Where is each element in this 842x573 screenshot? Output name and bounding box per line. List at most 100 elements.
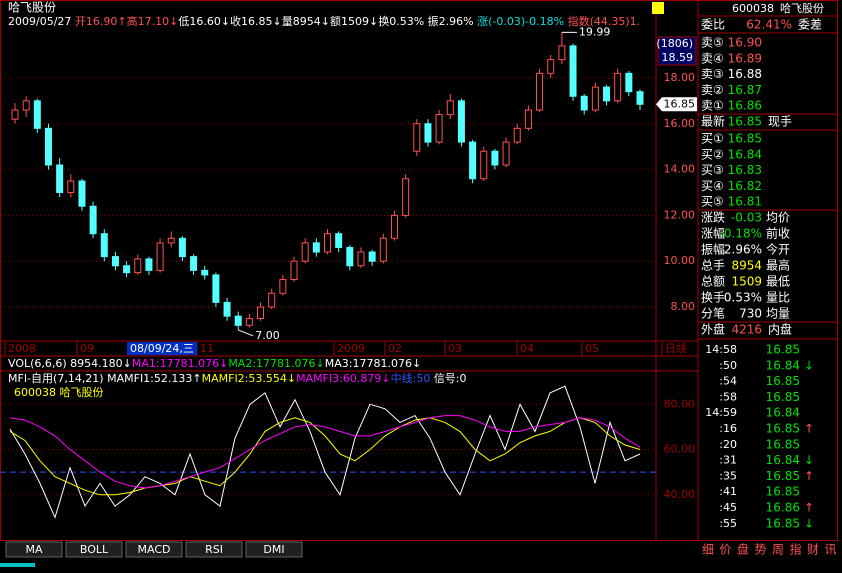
candle-body xyxy=(145,258,153,271)
info-item: 振2.96% xyxy=(428,14,477,28)
stat-value: -0.03 xyxy=(731,211,762,225)
candle-body xyxy=(22,100,30,111)
candle-body xyxy=(513,127,521,143)
candle-body xyxy=(502,141,510,166)
info-item: 换0.53% xyxy=(378,14,427,28)
ask-price: 16.90 xyxy=(728,36,762,50)
candle-body xyxy=(591,86,599,111)
candle-body xyxy=(357,251,365,267)
frame xyxy=(0,0,838,541)
high-label: 19.99 xyxy=(579,25,611,38)
last-price-tag: 16.85 xyxy=(664,97,696,110)
stat-label: 今开 xyxy=(766,242,790,257)
bid-label: 买④ xyxy=(701,179,724,193)
side-tab[interactable]: 盘 xyxy=(737,542,749,557)
cursor-date-box xyxy=(127,342,197,355)
tick-time: :16 xyxy=(719,422,737,435)
tick-price: 16.84 xyxy=(766,358,800,372)
stat-label: 前收 xyxy=(766,226,790,241)
info-item: MA3:17781.076↓ xyxy=(325,357,421,370)
bid-label: 买① xyxy=(701,132,724,146)
candle-body xyxy=(390,214,398,239)
menu-icon[interactable] xyxy=(652,2,664,14)
stat-label: 振幅 xyxy=(701,242,725,257)
price-tick-label: 10.00 xyxy=(664,254,696,267)
tab[interactable] xyxy=(65,541,123,558)
date-label: 05 xyxy=(585,342,599,355)
tick-price: 16.85 xyxy=(766,437,800,451)
tick-time: :58 xyxy=(719,390,737,403)
name: 哈飞股份 xyxy=(780,2,824,15)
tick-arrow: ↑ xyxy=(804,422,814,436)
side-tab[interactable]: 讯 xyxy=(825,543,837,557)
tab[interactable] xyxy=(185,541,243,558)
tick-price: 16.85 xyxy=(766,343,800,357)
candle-body xyxy=(424,123,432,143)
label: 现手 xyxy=(768,115,792,129)
ask-label: 卖② xyxy=(701,83,724,97)
tab[interactable] xyxy=(245,541,303,558)
candle-body xyxy=(111,256,119,267)
tick-time: :54 xyxy=(719,375,737,388)
tick-arrow: ↑ xyxy=(804,469,814,483)
tick-price: 16.85 xyxy=(766,469,800,483)
candle-body xyxy=(89,205,97,235)
stat-label: 量比 xyxy=(766,291,790,305)
candle-body xyxy=(569,45,577,97)
info-item: 开16.90↑ xyxy=(71,15,126,28)
info-item: 2009/05/27 xyxy=(8,15,71,28)
date-label: 02 xyxy=(388,342,402,355)
stat-label: 总额 xyxy=(701,275,725,289)
ask-price: 16.88 xyxy=(728,67,762,81)
candle-body xyxy=(402,178,410,216)
ask-price: 16.86 xyxy=(728,99,762,113)
info-item: 额1509↓ xyxy=(330,15,378,28)
tick-price: 16.86 xyxy=(766,501,800,515)
candle-body xyxy=(301,242,309,262)
candle-body xyxy=(547,59,555,74)
info-item: 中线:50 xyxy=(391,371,434,385)
candle-body xyxy=(614,72,622,102)
info-item: MFI-自用(7,14,21) xyxy=(8,372,107,385)
candle-body xyxy=(257,306,265,319)
indicator-line xyxy=(9,417,641,496)
ask-label: 卖⑤ xyxy=(701,36,724,50)
side-tab[interactable]: 指 xyxy=(790,542,802,557)
tab[interactable] xyxy=(125,541,183,558)
stat-label: 均量 xyxy=(766,307,790,321)
info-item: MA2:17781.076↓ xyxy=(228,357,324,370)
candle-body xyxy=(123,265,131,274)
stat-label: 涨跌 xyxy=(701,210,725,225)
side-tab[interactable]: 细 xyxy=(702,543,714,557)
side-tab[interactable]: 财 xyxy=(807,543,819,557)
tab[interactable] xyxy=(5,541,63,558)
info-item: 低16.60↓ xyxy=(178,15,230,28)
side-tab[interactable]: 势 xyxy=(755,543,767,557)
info-item: 量8954↓ xyxy=(282,15,330,28)
tick-time: :20 xyxy=(719,438,737,451)
indicator-line xyxy=(9,385,641,519)
tick-time: :31 xyxy=(719,454,737,467)
low-label: 7.00 xyxy=(255,329,280,342)
candle-body xyxy=(67,180,75,193)
candle-body xyxy=(279,279,287,294)
box-price: 18.59 xyxy=(662,51,694,64)
ask-label: 卖④ xyxy=(701,51,724,65)
box xyxy=(657,36,697,66)
info-item: MAMFI1:52.133↑ xyxy=(107,372,202,385)
bid-price: 16.81 xyxy=(728,195,762,209)
side-tab[interactable]: 价 xyxy=(720,543,732,557)
price-tick-label: 8.00 xyxy=(671,300,696,313)
side-tab[interactable]: 周 xyxy=(772,543,784,557)
candle-body xyxy=(201,269,209,276)
bid-label: 买② xyxy=(701,147,724,161)
candle-body xyxy=(603,86,611,102)
bid-price: 16.83 xyxy=(728,163,762,177)
candle-body xyxy=(134,258,142,274)
ask-price: 16.87 xyxy=(728,83,762,97)
label: 最新 xyxy=(701,114,725,129)
info-item: 收16.85↓ xyxy=(230,14,282,28)
indicator-tick-label: 60.00 xyxy=(664,443,696,456)
